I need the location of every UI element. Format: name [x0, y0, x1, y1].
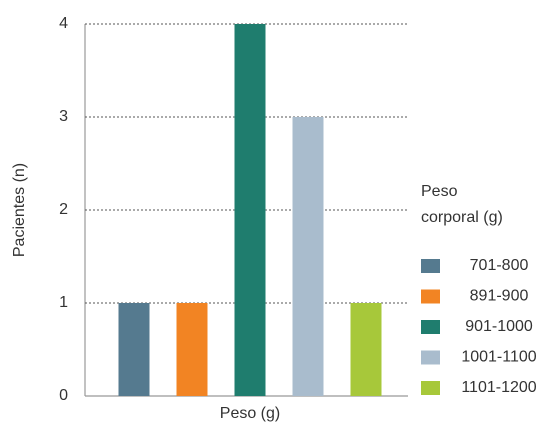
y-tick-label: 4 — [59, 15, 68, 32]
x-axis-label: Peso (g) — [220, 405, 280, 422]
legend-swatch — [421, 381, 440, 395]
bar — [118, 303, 150, 396]
legend-swatch — [421, 350, 440, 365]
y-tick-label: 3 — [59, 108, 68, 125]
bar — [350, 303, 382, 396]
bar — [234, 24, 266, 396]
legend-label: 1101-1200 — [461, 379, 536, 396]
bar — [292, 117, 324, 396]
legend-title: Peso — [421, 183, 458, 200]
legend-label: 901-1000 — [465, 318, 533, 335]
legend-swatch — [421, 259, 440, 273]
y-tick-label: 1 — [59, 294, 68, 311]
y-tick-label: 2 — [59, 201, 68, 218]
legend-label: 1001-1100 — [461, 349, 536, 366]
legend-swatch — [421, 320, 440, 334]
legend-title: corporal (g) — [421, 209, 503, 226]
legend-label: 701-800 — [470, 257, 529, 274]
y-tick-label: 0 — [59, 387, 68, 404]
legend-swatch — [421, 289, 440, 304]
y-axis-label: Pacientes (n) — [11, 163, 28, 257]
bar — [176, 303, 208, 396]
legend-label: 891-900 — [470, 288, 529, 305]
